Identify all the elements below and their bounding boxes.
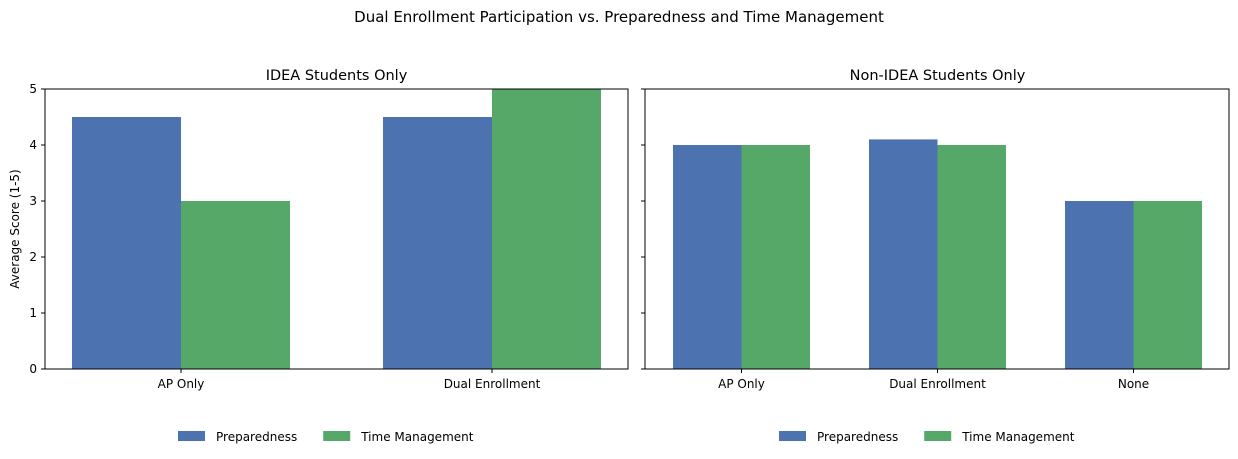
bar-preparedness-dual-enrollment [383, 117, 492, 369]
x-tick-label: None [1118, 377, 1149, 391]
bar-time-management-ap-only [741, 145, 810, 369]
y-tick-label: 4 [29, 138, 37, 152]
bar-time-management-none [1133, 201, 1202, 369]
x-tick-label: AP Only [718, 377, 765, 391]
y-tick-label: 2 [29, 250, 37, 264]
bars [72, 89, 601, 369]
y-axis-label: Average Score (1-5) [8, 169, 22, 288]
x-tick-label: AP Only [158, 377, 205, 391]
axes-frame [644, 88, 1230, 370]
legend-swatch [178, 431, 205, 441]
bar-preparedness-dual-enrollment [869, 139, 938, 369]
y-tick-label: 5 [29, 82, 37, 96]
x-ticks: AP Only Dual Enrollment [158, 369, 541, 391]
bar-time-management-dual-enrollment [937, 145, 1006, 369]
legend-label: Time Management [360, 430, 474, 444]
y-tick-label: 1 [29, 306, 37, 320]
bar-preparedness-ap-only [673, 145, 742, 369]
panel-non-idea: Non-IDEA Students Only AP Only Dual Enrol… [641, 68, 1230, 444]
axes-frame [44, 88, 629, 370]
legend-swatch [779, 431, 806, 441]
legend: Preparedness Time Management [178, 430, 474, 444]
bars [673, 139, 1202, 369]
x-tick-label: Dual Enrollment [444, 377, 541, 391]
bar-preparedness-ap-only [72, 117, 181, 369]
legend-label: Time Management [961, 430, 1075, 444]
bar-time-management-ap-only [181, 201, 290, 369]
bar-preparedness-none [1065, 201, 1134, 369]
y-ticks [641, 88, 645, 370]
legend: Preparedness Time Management [779, 430, 1075, 444]
y-tick-label: 3 [29, 194, 37, 208]
legend-label: Preparedness [817, 430, 898, 444]
legend-swatch [924, 431, 952, 441]
x-tick-label: Dual Enrollment [889, 377, 986, 391]
legend-label: Preparedness [216, 430, 297, 444]
bar-time-management-dual-enrollment [492, 89, 601, 369]
y-tick-label: 0 [29, 362, 37, 376]
panel-idea: IDEA Students Only Average Score (1-5) 0… [8, 68, 629, 444]
legend-swatch [323, 431, 351, 441]
panel-title: Non-IDEA Students Only [850, 68, 1026, 84]
y-ticks: 0 1 2 3 4 5 [29, 82, 45, 376]
panel-title: IDEA Students Only [266, 68, 408, 84]
figure-title: Dual Enrollment Participation vs. Prepar… [354, 8, 884, 26]
x-ticks: AP Only Dual Enrollment None [718, 369, 1149, 391]
